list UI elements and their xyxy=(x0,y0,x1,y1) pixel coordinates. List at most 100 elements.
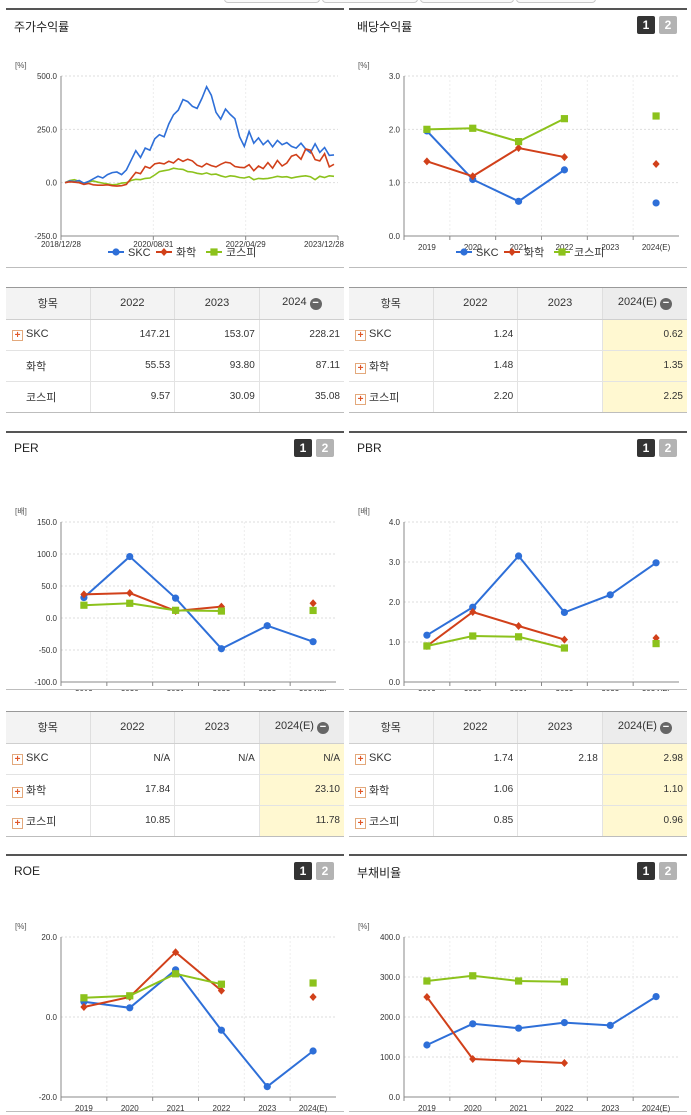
x-tick-label: 2024(E) xyxy=(642,243,671,252)
page-2-button[interactable]: 2 xyxy=(316,862,334,880)
page-1-button[interactable]: 1 xyxy=(294,439,312,457)
page-2-button[interactable]: 2 xyxy=(316,439,334,457)
x-tick-label: 2024(E) xyxy=(299,1104,328,1113)
expand-icon[interactable]: + xyxy=(355,786,366,798)
chem-marker xyxy=(423,157,431,166)
x-tick-label: 2019 xyxy=(75,1104,93,1113)
kospi-marker xyxy=(560,644,569,652)
row-label-cell: + 코스피 xyxy=(6,804,90,836)
collapse-icon[interactable]: − xyxy=(316,722,329,735)
kospi-marker xyxy=(171,606,180,614)
kospi-marker xyxy=(80,994,88,1002)
page-2-button[interactable]: 2 xyxy=(659,439,677,457)
collapse-icon[interactable]: − xyxy=(659,298,672,311)
col-header: 항목 xyxy=(6,712,90,744)
table-row: + SKC 1.74 2.18 2.98 xyxy=(349,742,687,774)
page-1-button[interactable]: 1 xyxy=(637,439,655,457)
panel-title: ROE xyxy=(14,864,41,878)
collapse-icon[interactable]: − xyxy=(309,298,322,311)
series-line-chem xyxy=(64,148,335,187)
pbr-chart: [배] 4.0 3.0 2.0 1.0 0.0 2019 2020 2021 2022 2023 20… xyxy=(358,507,679,691)
panel-header: 주가수익률 xyxy=(6,10,344,40)
row-label-cell: + SKC xyxy=(6,742,90,774)
row-label: SKC xyxy=(369,752,392,764)
x-tick-label: 2019 xyxy=(418,689,436,691)
kospi-marker xyxy=(126,599,134,607)
value-cell: 0.96 xyxy=(601,804,687,836)
expand-icon[interactable]: + xyxy=(12,786,23,798)
skc-marker xyxy=(606,1021,614,1029)
series-kospi xyxy=(80,970,317,1002)
skc-marker xyxy=(652,199,660,207)
skc-marker xyxy=(309,638,317,646)
x-tick-label: 2022 xyxy=(213,689,231,691)
value-cell: N/A xyxy=(89,742,175,774)
expand-icon[interactable]: + xyxy=(355,817,366,829)
chem-marker xyxy=(652,160,660,168)
expand-icon[interactable]: + xyxy=(12,817,23,829)
expand-icon[interactable]: + xyxy=(355,754,366,765)
kospi-marker xyxy=(514,977,523,985)
value-cell: N/A xyxy=(174,742,260,774)
page-1-button[interactable]: 1 xyxy=(637,16,655,34)
x-tick-label: 2020 xyxy=(464,689,482,691)
expand-icon[interactable]: + xyxy=(12,754,23,765)
value-cell xyxy=(174,773,260,805)
series-skc xyxy=(80,966,317,1091)
kospi-marker xyxy=(469,632,477,640)
value-cell: 1.24 xyxy=(432,318,518,350)
x-tick-label: 2020 xyxy=(464,1104,482,1113)
table-row: 코스피 9.57 30.09 35.08 xyxy=(6,380,344,412)
skc-marker xyxy=(606,591,614,599)
page-1-button[interactable]: 1 xyxy=(637,862,655,880)
col-header: 2023 xyxy=(174,288,260,320)
expand-icon[interactable]: + xyxy=(355,393,366,405)
x-tick-label: 2021 xyxy=(510,243,528,252)
unit-label: [배] xyxy=(358,507,370,516)
skc-marker xyxy=(309,1047,317,1055)
y-tick-label: 400.0 xyxy=(380,933,401,942)
table-dividend-yield: 항목 2022 2023 2024(E) − + SKC 1.24 0.62 + 화학… xyxy=(349,287,687,413)
row-label-cell: + SKC xyxy=(6,318,90,350)
series-kospi xyxy=(423,112,660,146)
value-cell: 23.10 xyxy=(258,773,344,805)
chem-marker xyxy=(126,589,134,598)
page-2-button[interactable]: 2 xyxy=(659,16,677,34)
value-cell: 93.80 xyxy=(174,349,260,381)
skc-marker xyxy=(514,1024,523,1032)
value-cell: 1.35 xyxy=(601,349,687,381)
skc-marker xyxy=(217,1026,226,1034)
table-row: 화학 55.53 93.80 87.11 xyxy=(6,349,344,381)
panel-per: PER 12 [배] 150.0 100.0 50.0 0.0 -50.0 -100.0 20… xyxy=(6,431,344,691)
col-header: 항목 xyxy=(349,288,433,320)
col-header: 항목 xyxy=(349,712,433,744)
roe-chart: [%] 20.0 0.0 -20.0 2019 2020 2021 2022 2023 2024(… xyxy=(15,922,336,1113)
table-stock-return: 항목 2022 2023 2024− + SKC 147.21 153.07 22… xyxy=(6,287,344,413)
expand-icon[interactable]: + xyxy=(355,330,366,341)
kospi-marker xyxy=(217,607,226,615)
toolbar-button[interactable] xyxy=(322,0,418,3)
expand-icon[interactable]: + xyxy=(12,330,23,341)
kospi-marker xyxy=(309,979,317,987)
page-1-button[interactable]: 1 xyxy=(294,862,312,880)
toolbar-button[interactable] xyxy=(420,0,514,3)
value-cell: 1.10 xyxy=(601,773,687,805)
expand-icon[interactable]: + xyxy=(355,362,366,374)
x-tick-label: 2020 xyxy=(121,1104,139,1113)
collapse-icon[interactable]: − xyxy=(659,722,672,735)
y-tick-label: 0.0 xyxy=(46,614,58,623)
x-tick-label: 2022 xyxy=(213,1104,231,1113)
page-2-button[interactable]: 2 xyxy=(659,862,677,880)
toolbar-button[interactable] xyxy=(516,0,596,3)
series-line xyxy=(83,968,314,1088)
row-label-cell: 코스피 xyxy=(6,380,90,412)
row-label: 화학 xyxy=(369,784,390,797)
toolbar-button[interactable] xyxy=(224,0,320,3)
kospi-marker xyxy=(171,970,180,978)
value-cell: 30.09 xyxy=(174,380,260,412)
value-cell: 1.06 xyxy=(432,773,518,805)
